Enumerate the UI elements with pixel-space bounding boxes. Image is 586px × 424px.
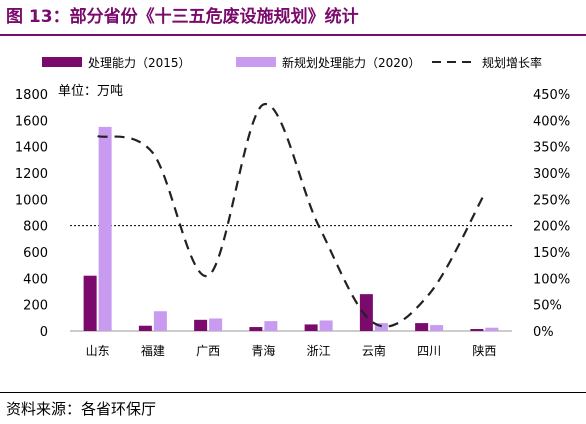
category-label: 云南 [362,343,386,358]
bar-2015 [470,329,484,331]
bar-2015 [194,319,208,331]
bars [83,126,499,332]
category-label: 四川 [417,344,441,358]
bar-2015 [304,324,318,331]
unit-note: 单位：万吨 [58,84,123,99]
category-label: 浙江 [307,344,331,358]
bar-2020 [319,320,333,331]
right-tick-label: 50% [533,299,562,314]
legend-swatch [236,57,276,67]
source-divider [0,392,586,393]
right-tick-label: 350% [533,141,570,156]
growth-rate-line [97,103,486,328]
left-tick-label: 1800 [15,88,48,103]
bar-2015 [359,294,373,331]
chart-title: 图 13：部分省份《十三五危废设施规划》统计 [6,7,359,27]
legend-label: 新规划处理能力（2020） [282,55,421,70]
bar-2015 [83,275,97,331]
right-tick-label: 400% [533,114,570,129]
title-divider [0,34,586,36]
left-tick-label: 400 [23,272,48,287]
bar-2020 [485,327,499,331]
right-tick-label: 250% [533,193,570,208]
category-label: 广西 [196,344,220,358]
legend-label: 处理能力（2015） [88,56,191,70]
left-tick-label: 0 [40,325,48,340]
bar-2020 [209,318,223,331]
right-tick-label: 100% [533,272,570,287]
bar-2015 [249,327,263,331]
bar-2015 [415,323,429,331]
legend-label: 规划增长率 [482,55,542,70]
right-tick-label: 0% [533,325,554,340]
bar-2020 [153,311,167,331]
left-tick-label: 200 [23,299,48,314]
legend: 处理能力（2015） 新规划处理能力（2020） 规划增长率 [42,55,542,70]
bar-2020 [98,126,112,332]
category-label: 陕西 [472,343,496,358]
right-tick-label: 300% [533,167,570,182]
bar-2015 [138,325,152,331]
right-tick-label: 150% [533,246,570,261]
bar-2020 [264,321,278,331]
legend-swatch [42,57,82,67]
left-tick-label: 1600 [15,114,48,129]
category-label: 山东 [86,344,110,358]
chart: 处理能力（2015） 新规划处理能力（2020） 规划增长率 单位：万吨 0 200 4… [15,55,570,358]
lines [97,103,486,328]
left-tick-label: 800 [23,220,48,235]
category-label: 福建 [141,343,165,358]
right-tick-label: 200% [533,220,570,235]
left-tick-label: 1400 [15,141,48,156]
bar-2020 [430,325,444,331]
right-tick-label: 450% [533,88,570,103]
left-tick-label: 600 [23,246,48,261]
axes: 0 200 400 600 800 1000 1200 1400 1600 1800 0% 50% 10… [15,88,570,358]
source-note: 资料来源：各省环保厅 [6,400,157,418]
left-tick-label: 1200 [15,167,48,182]
category-label: 青海 [251,343,275,358]
left-tick-label: 1000 [15,193,48,208]
